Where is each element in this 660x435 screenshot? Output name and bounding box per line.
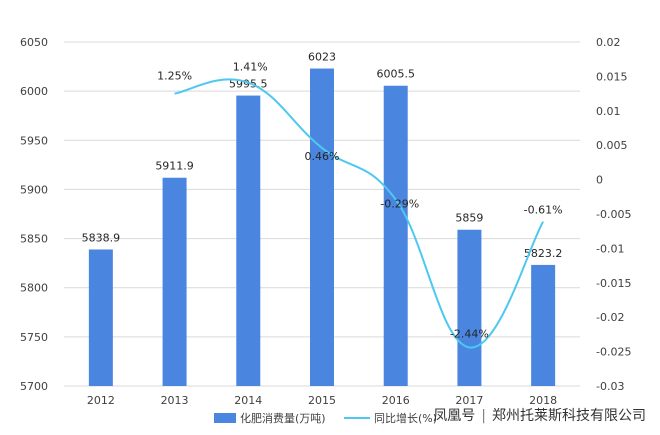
y-right-tick-label: 0 <box>596 174 603 187</box>
x-tick-label: 2016 <box>382 394 410 407</box>
x-tick-label: 2013 <box>161 394 189 407</box>
y-right-tick-label: 0.005 <box>596 139 628 152</box>
source-separator: | <box>481 408 486 424</box>
y-right-tick-label: 0.02 <box>596 36 621 49</box>
bar <box>383 85 408 386</box>
source-company: 郑州托莱斯科技有限公司 <box>492 408 646 424</box>
bar-value-label: 5823.2 <box>524 247 563 260</box>
y-right-tick-label: -0.01 <box>596 242 624 255</box>
y-left-tick-label: 5950 <box>20 134 48 147</box>
y-right-tick-label: -0.02 <box>596 311 624 324</box>
y-right-tick-label: -0.025 <box>596 346 631 359</box>
bar-value-label: 6005.5 <box>376 68 415 81</box>
x-tick-label: 2018 <box>529 394 557 407</box>
y-left-tick-label: 5800 <box>20 282 48 295</box>
bar-value-label: 5859 <box>455 212 483 225</box>
growth-line <box>174 78 545 349</box>
y-right-tick-label: -0.005 <box>596 208 631 221</box>
legend-bar-label: 化肥消费量(万吨) <box>240 411 326 425</box>
bar-value-label: 6023 <box>308 51 336 64</box>
line-value-label: -0.61% <box>524 204 563 217</box>
line-value-label: 1.41% <box>233 61 268 74</box>
line-value-label: -0.29% <box>380 198 419 211</box>
x-tick-label: 2012 <box>87 394 115 407</box>
bar <box>88 249 113 386</box>
line-value-label: -2.44% <box>450 327 489 340</box>
y-left-tick-label: 5900 <box>20 183 48 196</box>
x-tick-label: 2015 <box>308 394 336 407</box>
y-left-tick-label: 5750 <box>20 331 48 344</box>
bar <box>457 229 482 386</box>
bar <box>531 264 556 386</box>
x-tick-label: 2017 <box>455 394 483 407</box>
line-value-label: 0.46% <box>305 150 340 163</box>
bar <box>236 95 261 387</box>
source-brand: 凤凰号 <box>433 408 476 424</box>
x-tick-label: 2014 <box>234 394 262 407</box>
y-right-tick-label: -0.015 <box>596 277 631 290</box>
legend-line-label: 同比增长(%) <box>374 411 437 425</box>
y-left-tick-label: 6000 <box>20 85 48 98</box>
y-left-tick-label: 5850 <box>20 233 48 246</box>
y-left-tick-label: 6050 <box>20 36 48 49</box>
legend-bar-swatch <box>214 413 236 423</box>
line-value-label: 1.25% <box>157 70 192 83</box>
y-left-tick-label: 5700 <box>20 380 48 393</box>
bar-value-label: 5838.9 <box>82 231 121 244</box>
bar-value-label: 5911.9 <box>155 160 194 173</box>
bar <box>310 68 334 386</box>
y-right-tick-label: -0.03 <box>596 380 624 393</box>
y-right-tick-label: 0.015 <box>596 70 628 83</box>
source-caption: 凤凰号 | 郑州托莱斯科技有限公司 <box>433 405 646 425</box>
bar <box>162 177 187 386</box>
y-right-tick-label: 0.01 <box>596 105 621 118</box>
